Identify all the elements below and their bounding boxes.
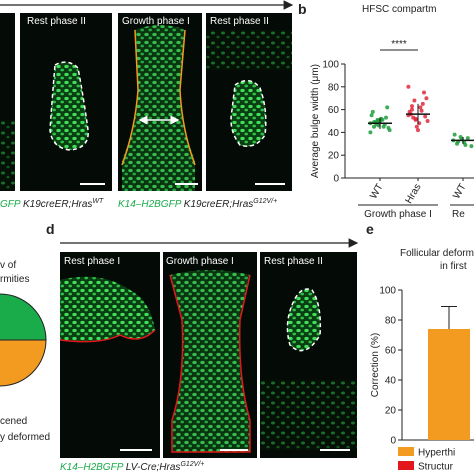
y-tick-label: 40 bbox=[385, 376, 397, 387]
data-point bbox=[424, 96, 429, 101]
group-label: Growth phase I bbox=[364, 209, 432, 220]
data-point bbox=[412, 98, 417, 103]
y-axis-label: Average bulge width (μm) bbox=[310, 64, 321, 178]
image-label: Rest phase II bbox=[27, 16, 86, 27]
caption-genotype: K19creER;Hras bbox=[184, 199, 253, 210]
caption-genotype: LV-Cre;Hras bbox=[126, 462, 181, 473]
image-label: Rest phase II bbox=[210, 16, 269, 27]
y-tick-label: 40 bbox=[328, 128, 340, 139]
pie-slice bbox=[0, 293, 47, 341]
image-label: Growth phase I bbox=[166, 256, 234, 267]
y-tick-label: 0 bbox=[333, 174, 339, 185]
data-point bbox=[385, 105, 390, 110]
panel-letter: d bbox=[46, 221, 55, 237]
image-label: Growth phase I bbox=[122, 16, 190, 27]
legend-label: Hyperthi bbox=[418, 448, 455, 459]
data-point bbox=[387, 128, 392, 133]
chart-title: in first bbox=[440, 261, 467, 272]
x-tick-label: Hras bbox=[404, 182, 424, 206]
data-point bbox=[418, 105, 423, 110]
y-tick-label: 0 bbox=[390, 436, 396, 447]
panel-letter: b bbox=[298, 1, 307, 17]
data-point bbox=[406, 84, 411, 89]
caption-genotype: K19creER;Hras bbox=[23, 199, 92, 210]
chart-title: HFSC compartm bbox=[362, 4, 436, 15]
caption: K14–H2BGFP LV-Cre;HrasG12V/+ bbox=[60, 461, 204, 473]
data-point bbox=[381, 124, 386, 129]
y-tick-label: 20 bbox=[328, 151, 340, 162]
data-point bbox=[452, 132, 457, 137]
data-point bbox=[419, 108, 424, 113]
data-point bbox=[413, 117, 418, 122]
data-point bbox=[368, 130, 373, 135]
pie-caption: rmities bbox=[0, 274, 29, 285]
pie-caption: cened bbox=[0, 416, 27, 427]
data-point bbox=[423, 114, 428, 119]
data-point bbox=[422, 90, 426, 95]
caption-sup: G12V/+ bbox=[253, 198, 277, 205]
data-point bbox=[469, 144, 474, 149]
pie-caption: y deformed bbox=[0, 432, 50, 443]
data-point bbox=[425, 119, 430, 123]
legend-swatch bbox=[398, 447, 414, 456]
caption-sup: WT bbox=[92, 198, 104, 205]
x-tick-label: WT bbox=[368, 182, 385, 201]
data-point bbox=[463, 142, 468, 147]
chart-title: Follicular deform bbox=[400, 248, 474, 259]
x-tick-label: WT bbox=[451, 182, 468, 201]
panel-letter: e bbox=[366, 221, 374, 237]
caption-green: K14–H2BGFP bbox=[118, 199, 182, 210]
pie-slice bbox=[0, 339, 47, 387]
data-point bbox=[375, 117, 380, 122]
y-tick-label: 100 bbox=[322, 60, 339, 71]
group-label: Re bbox=[452, 209, 465, 220]
data-point bbox=[414, 124, 419, 129]
caption-green: GFP bbox=[0, 199, 21, 210]
y-tick-label: 60 bbox=[328, 105, 340, 116]
y-tick-label: 20 bbox=[385, 406, 397, 417]
significance: **** bbox=[391, 39, 407, 50]
caption: K14–H2BGFP K19creER;HrasG12V/+ bbox=[118, 198, 277, 210]
micrograph bbox=[0, 13, 292, 191]
image-label: Rest phase I bbox=[64, 256, 120, 267]
data-point bbox=[465, 136, 470, 141]
micrograph bbox=[59, 252, 357, 458]
data-point bbox=[384, 115, 388, 120]
caption: GFP K19creER;HrasWT bbox=[0, 198, 104, 210]
y-tick-label: 80 bbox=[328, 82, 340, 93]
y-tick-label: 100 bbox=[379, 286, 396, 297]
data-point bbox=[420, 101, 425, 106]
caption-sup: G12V/+ bbox=[180, 461, 204, 468]
bar bbox=[428, 329, 470, 440]
data-point bbox=[410, 104, 414, 109]
y-tick-label: 80 bbox=[385, 316, 397, 327]
data-point bbox=[370, 109, 375, 114]
data-point bbox=[369, 113, 374, 118]
y-tick-label: 60 bbox=[385, 346, 397, 357]
legend-swatch bbox=[398, 461, 414, 470]
caption-green: K14–H2BGFP bbox=[60, 462, 124, 473]
y-axis-label: Correction (%) bbox=[370, 333, 381, 397]
data-point bbox=[416, 128, 420, 133]
image-label: Rest phase II bbox=[264, 256, 323, 267]
legend-label: Structur bbox=[418, 462, 454, 473]
pie-caption: v of bbox=[0, 260, 16, 271]
